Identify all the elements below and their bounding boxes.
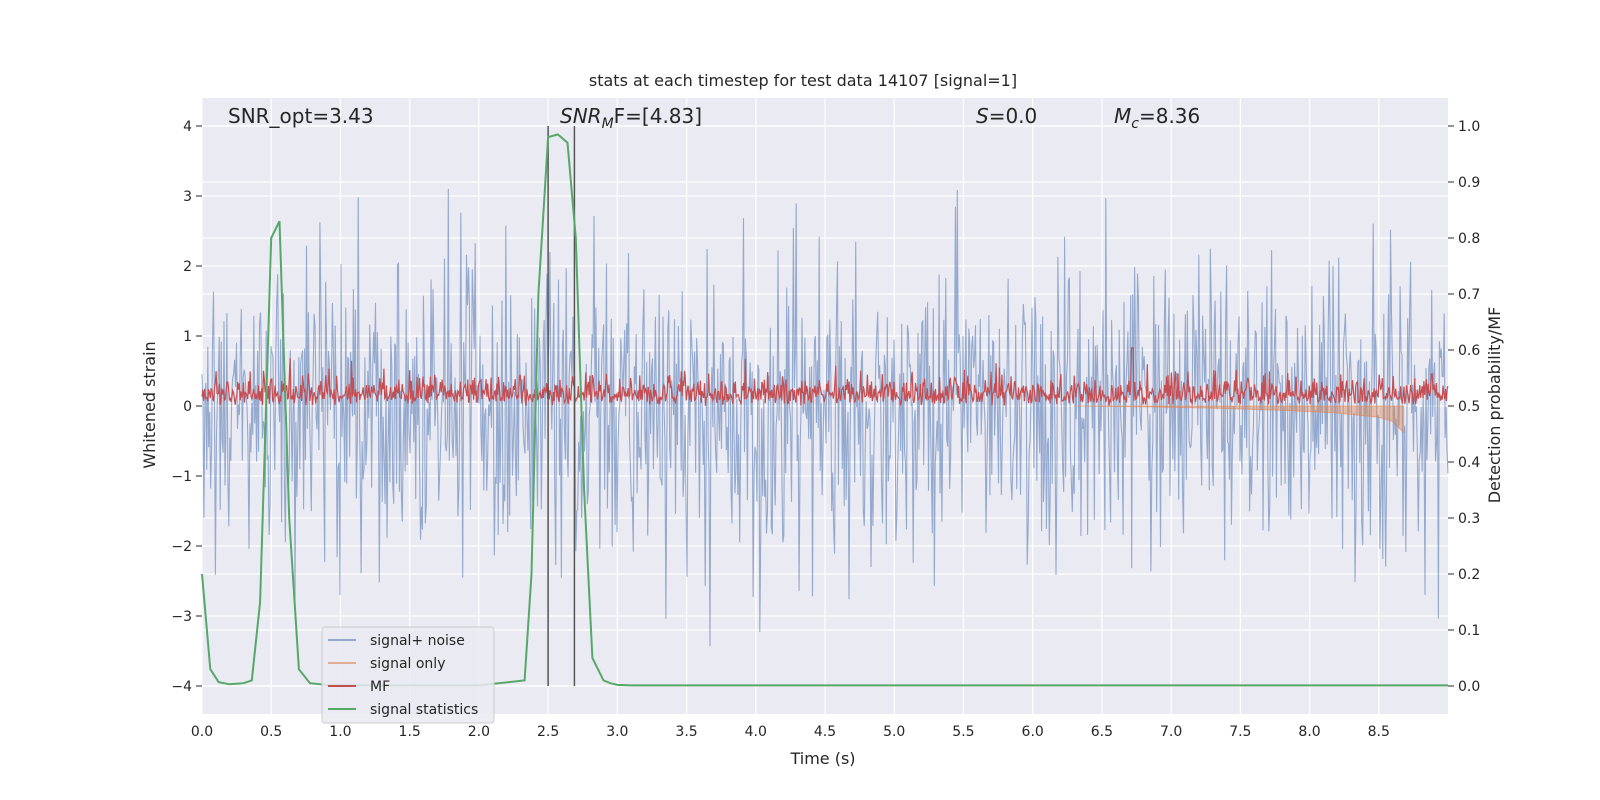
- y2-tick-label: 0.5: [1458, 399, 1480, 415]
- y2-tick-label: 0.7: [1458, 287, 1480, 303]
- s-rest: =0.0: [989, 104, 1038, 128]
- mf-series: [201, 347, 1449, 406]
- legend-label-signal: signal only: [370, 656, 445, 672]
- y2-tick-label: 0.4: [1458, 455, 1480, 471]
- y2-tick-label: 0.6: [1458, 343, 1480, 359]
- y-tick-label: −1: [171, 469, 192, 485]
- chart-title: stats at each timestep for test data 141…: [589, 71, 1017, 90]
- x-tick-label: 0.5: [260, 724, 282, 740]
- x-tick-label: 2.5: [537, 724, 559, 740]
- x-tick-label: 6.5: [1091, 724, 1113, 740]
- x-tick-label: 7.5: [1229, 724, 1251, 740]
- x-tick-label: 3.5: [675, 724, 697, 740]
- x-tick-label: 1.0: [329, 724, 351, 740]
- signal-only-series: [1074, 405, 1405, 434]
- signal-noise-line: [201, 188, 1449, 647]
- x-tick-label: 8.5: [1368, 724, 1390, 740]
- legend-label-stat: signal statistics: [370, 702, 478, 718]
- x-tick-label: 5.5: [952, 724, 974, 740]
- legend: signal+ noise signal only MF signal stat…: [321, 626, 495, 724]
- mc-rest: =8.36: [1139, 104, 1200, 128]
- y-tick-label: −4: [171, 679, 192, 695]
- legend-label-mf: MF: [370, 679, 390, 695]
- y-tick-label: 1: [183, 329, 192, 345]
- annotation-snr-opt: SNR_opt=3.43: [228, 104, 374, 128]
- x-tick-label: 6.0: [1022, 724, 1044, 740]
- x-tick-label: 8.0: [1298, 724, 1320, 740]
- y-tick-label: 0: [183, 399, 192, 415]
- signal-statistics-series: [201, 133, 1448, 687]
- snr-mf-rest: F=[4.83]: [614, 104, 702, 128]
- y2-tick-label: 0.0: [1458, 679, 1480, 695]
- y2-tick-label: 0.8: [1458, 231, 1480, 247]
- signal-only-area: [1074, 405, 1405, 434]
- mc-sub: c: [1131, 116, 1139, 132]
- x-tick-label: 2.0: [468, 724, 490, 740]
- y2-tick-label: 0.3: [1458, 511, 1480, 527]
- signal-noise-series: [201, 188, 1449, 647]
- annotation-s: S=0.0: [976, 104, 1037, 128]
- x-axis-label: Time (s): [789, 749, 855, 768]
- x-tick-label: 4.0: [745, 724, 767, 740]
- annotation-snr-mf: SNRMF=[4.83]: [560, 104, 702, 132]
- y2-tick-label: 0.1: [1458, 623, 1480, 639]
- s-var: S: [976, 104, 989, 128]
- x-tick-label: 0.0: [191, 724, 213, 740]
- y2-tick-label: 1.0: [1458, 119, 1480, 135]
- x-tick-label: 4.5: [814, 724, 836, 740]
- legend-label-noise: signal+ noise: [370, 633, 465, 649]
- signal-statistics-line: [201, 133, 1448, 687]
- y2-tick-label: 0.9: [1458, 175, 1480, 191]
- snr-mf-sub: M: [602, 116, 614, 132]
- x-tick-label: 3.0: [606, 724, 628, 740]
- y2-axis-label: Detection probability/MF: [1485, 307, 1504, 504]
- snr-mf-base: SNR: [560, 104, 602, 128]
- y-axis-label: Whitened strain: [140, 341, 159, 468]
- x-tick-label: 5.0: [883, 724, 905, 740]
- y2-tick-label: 0.2: [1458, 567, 1480, 583]
- mc-base: M: [1114, 104, 1131, 128]
- legend-box: [321, 626, 495, 724]
- y-tick-label: −3: [171, 609, 192, 625]
- x-tick-label: 7.0: [1160, 724, 1182, 740]
- y-tick-label: −2: [171, 539, 192, 555]
- x-tick-label: 1.5: [399, 724, 421, 740]
- y-tick-label: 2: [183, 259, 192, 275]
- y-tick-label: 4: [183, 119, 192, 135]
- annotation-mc: Mc=8.36: [1114, 104, 1200, 132]
- y-tick-label: 3: [183, 189, 192, 205]
- mf-line: [201, 347, 1449, 406]
- axes: 0.0 0.5 1.0 1.5 2.0 2.5 3.0 3.5 4.0 4.5 5.0 5.5 6.0 6…: [171, 119, 1480, 740]
